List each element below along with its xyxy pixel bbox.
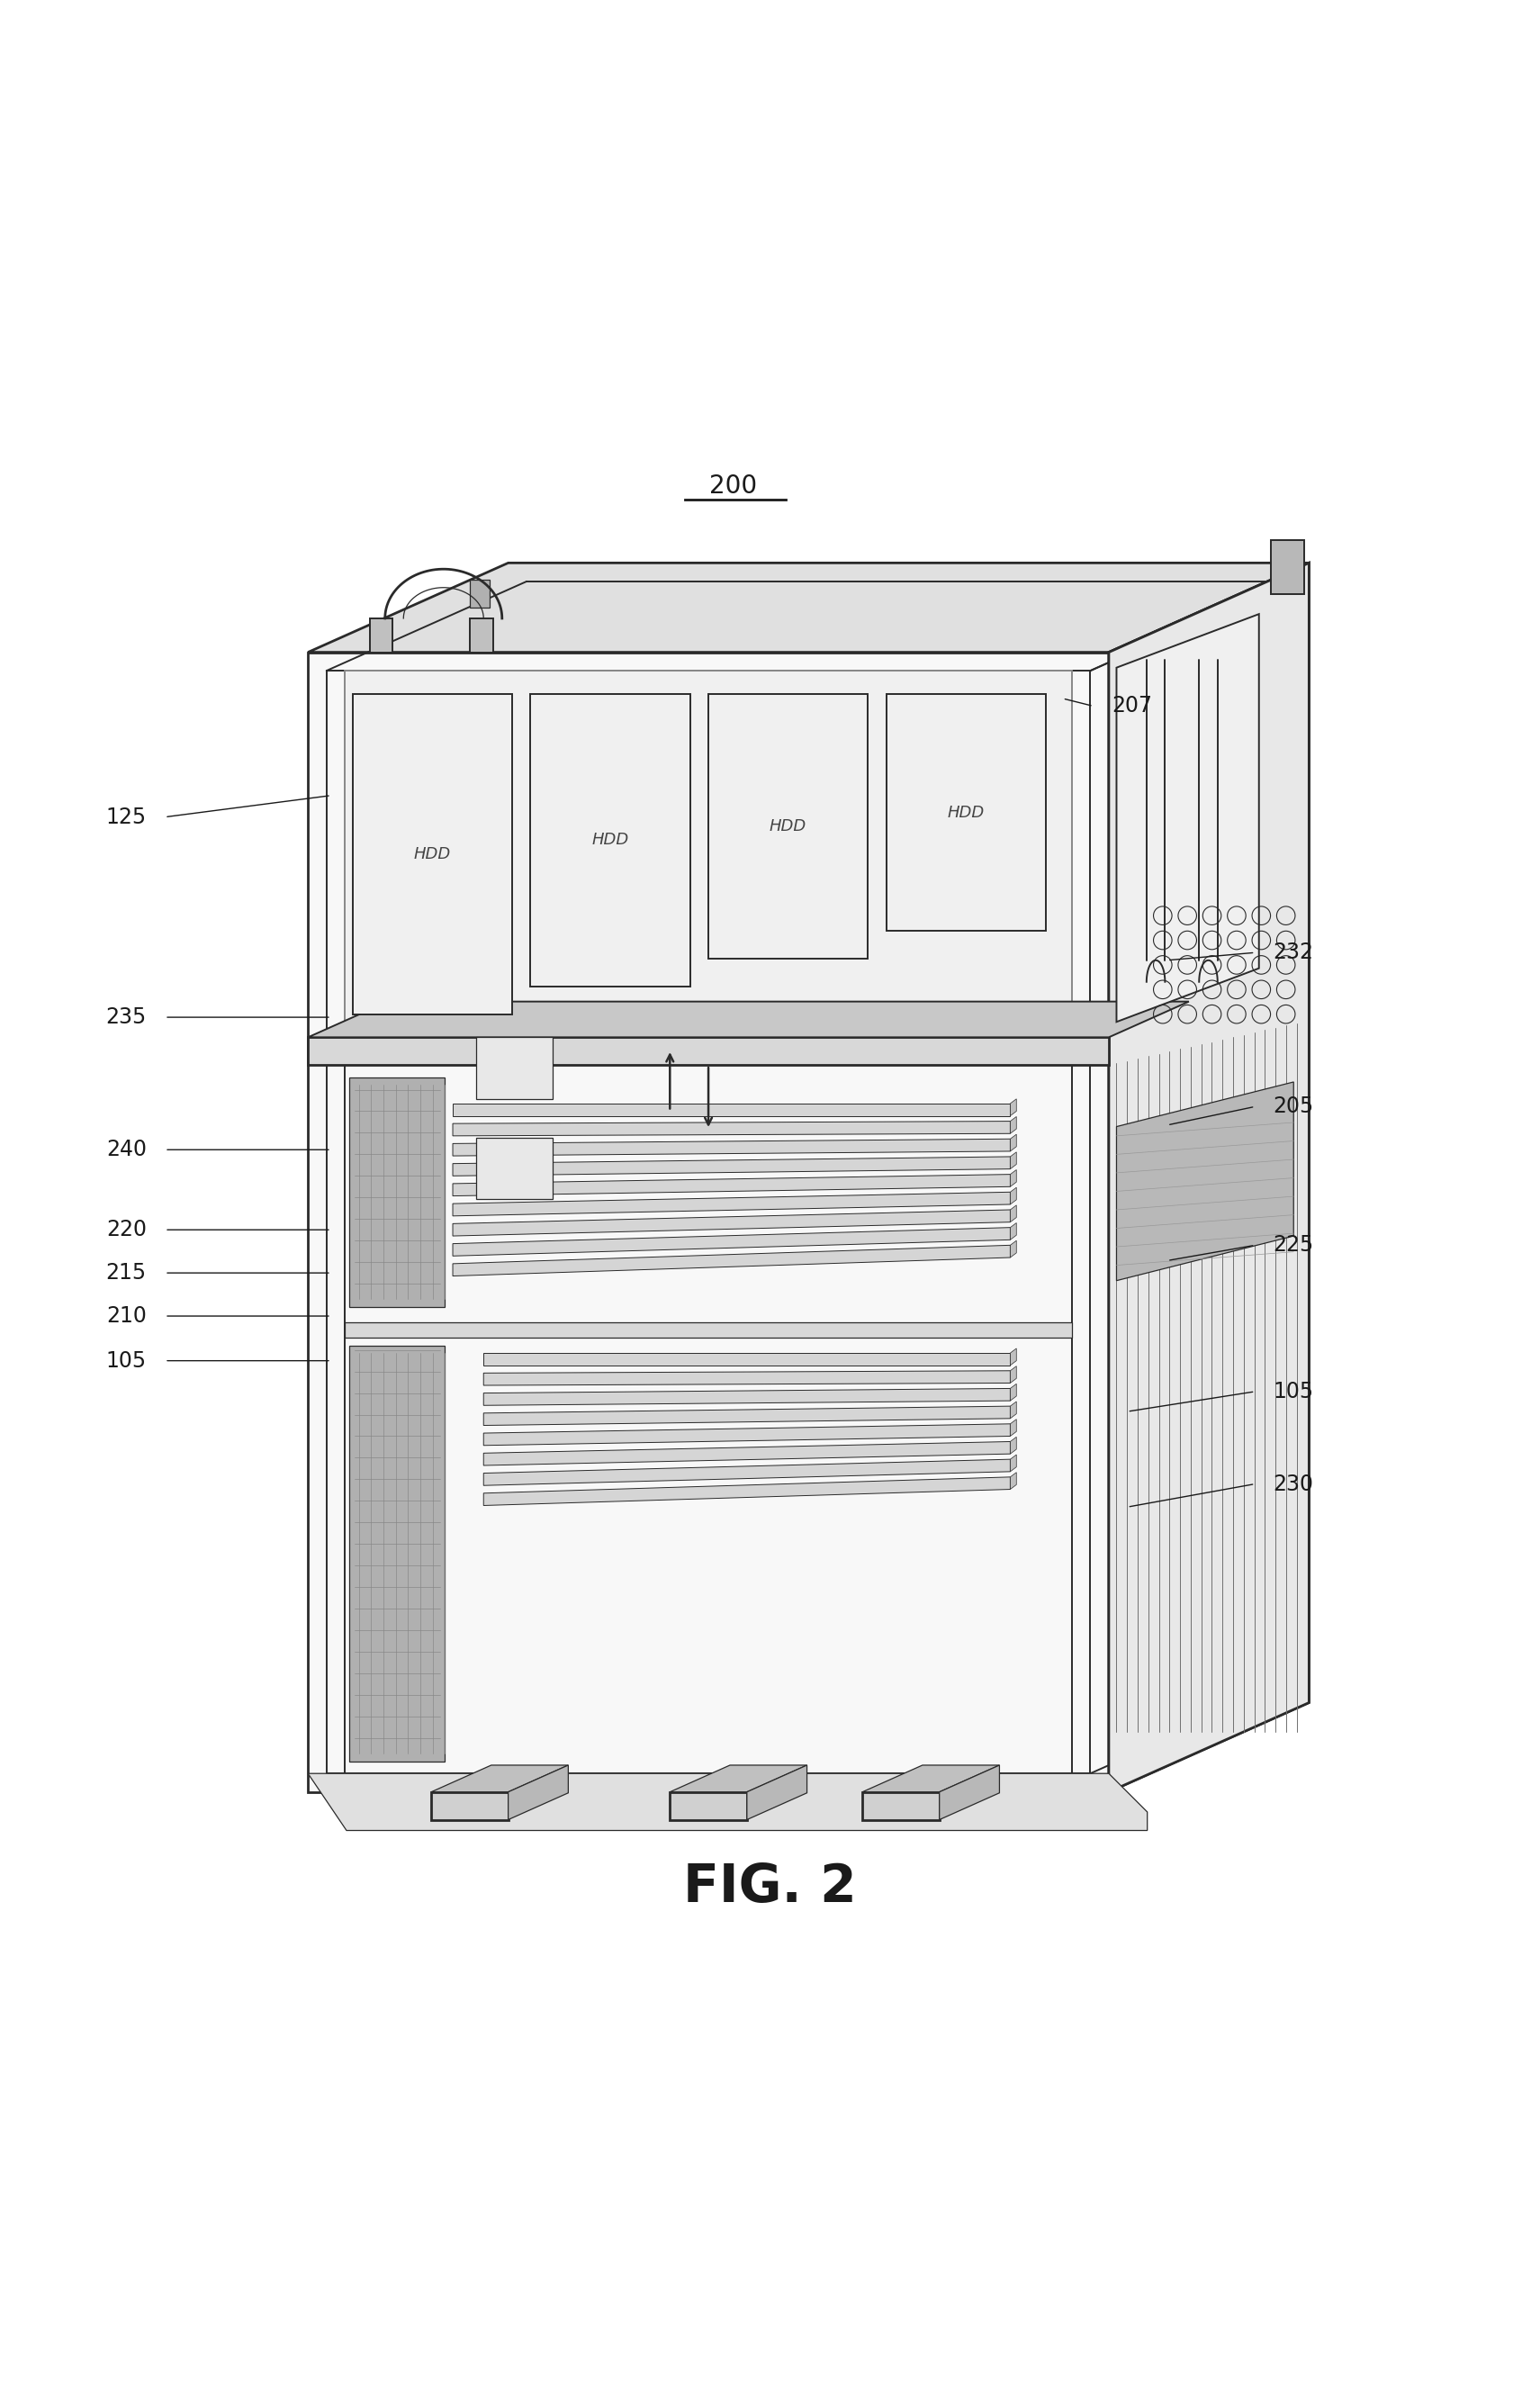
Polygon shape	[1010, 1400, 1016, 1420]
Polygon shape	[1116, 1081, 1294, 1281]
Polygon shape	[484, 1372, 1010, 1386]
Polygon shape	[484, 1441, 1010, 1465]
Polygon shape	[308, 564, 1309, 652]
Polygon shape	[370, 619, 393, 652]
Text: 220: 220	[106, 1218, 146, 1240]
Polygon shape	[345, 1065, 1072, 1775]
Polygon shape	[1010, 1240, 1016, 1257]
Polygon shape	[1010, 1367, 1016, 1384]
Polygon shape	[1109, 564, 1309, 1791]
Text: 105: 105	[1274, 1381, 1314, 1403]
Polygon shape	[1010, 1472, 1016, 1489]
Polygon shape	[484, 1405, 1010, 1424]
Polygon shape	[308, 1038, 1109, 1065]
Polygon shape	[345, 1321, 1072, 1338]
Text: HDD: HDD	[414, 846, 451, 863]
Polygon shape	[453, 1192, 1010, 1216]
Polygon shape	[530, 693, 690, 986]
Polygon shape	[484, 1388, 1010, 1405]
Polygon shape	[939, 1765, 999, 1820]
Text: 125: 125	[106, 806, 146, 827]
Polygon shape	[453, 1139, 1010, 1156]
Polygon shape	[747, 1765, 807, 1820]
Polygon shape	[453, 1156, 1010, 1175]
Polygon shape	[670, 1791, 747, 1820]
Polygon shape	[453, 1175, 1010, 1197]
Polygon shape	[1010, 1384, 1016, 1400]
Polygon shape	[476, 1137, 553, 1199]
Polygon shape	[1010, 1170, 1016, 1187]
Polygon shape	[670, 1765, 807, 1791]
Polygon shape	[862, 1765, 999, 1791]
Polygon shape	[453, 1103, 1010, 1115]
Text: HDD: HDD	[947, 803, 984, 820]
Text: 225: 225	[1274, 1235, 1314, 1257]
Polygon shape	[350, 1345, 445, 1760]
Polygon shape	[1270, 540, 1304, 595]
Polygon shape	[453, 1245, 1010, 1276]
Polygon shape	[1010, 1134, 1016, 1151]
Polygon shape	[453, 1228, 1010, 1257]
Polygon shape	[708, 693, 869, 959]
Polygon shape	[431, 1765, 568, 1791]
Polygon shape	[345, 671, 1072, 1029]
Polygon shape	[1010, 1151, 1016, 1168]
Text: 210: 210	[106, 1305, 146, 1326]
Polygon shape	[308, 1775, 1147, 1830]
Polygon shape	[1010, 1223, 1016, 1240]
Text: 200: 200	[708, 472, 758, 499]
Polygon shape	[308, 1002, 1189, 1038]
Polygon shape	[470, 580, 490, 607]
Polygon shape	[484, 1460, 1010, 1484]
Text: 232: 232	[1274, 942, 1314, 964]
Polygon shape	[431, 1791, 508, 1820]
Polygon shape	[484, 1424, 1010, 1446]
Polygon shape	[470, 619, 493, 652]
Polygon shape	[476, 1038, 553, 1098]
Polygon shape	[508, 1765, 568, 1820]
Polygon shape	[308, 652, 1109, 1791]
Text: HDD: HDD	[770, 818, 807, 835]
Text: FIG. 2: FIG. 2	[684, 1861, 856, 1914]
Text: 240: 240	[106, 1139, 146, 1161]
Text: 207: 207	[1112, 695, 1152, 717]
Polygon shape	[887, 693, 1046, 930]
Polygon shape	[1010, 1456, 1016, 1472]
Polygon shape	[484, 1477, 1010, 1506]
Polygon shape	[353, 693, 511, 1014]
Polygon shape	[350, 1077, 445, 1307]
Polygon shape	[1116, 614, 1260, 1022]
Polygon shape	[1010, 1436, 1016, 1453]
Polygon shape	[1109, 564, 1309, 1791]
Polygon shape	[1010, 1098, 1016, 1115]
Polygon shape	[1010, 1206, 1016, 1223]
Text: 215: 215	[106, 1261, 146, 1283]
Polygon shape	[1010, 1420, 1016, 1436]
Polygon shape	[862, 1791, 939, 1820]
Polygon shape	[484, 1352, 1010, 1364]
Text: 105: 105	[106, 1350, 146, 1372]
Polygon shape	[1010, 1348, 1016, 1364]
Polygon shape	[1010, 1117, 1016, 1134]
Polygon shape	[1010, 1187, 1016, 1204]
Text: 230: 230	[1274, 1472, 1314, 1494]
Text: HDD: HDD	[591, 832, 628, 849]
Text: 205: 205	[1274, 1096, 1314, 1117]
Polygon shape	[453, 1209, 1010, 1235]
Text: 235: 235	[106, 1007, 146, 1029]
Polygon shape	[453, 1122, 1010, 1137]
